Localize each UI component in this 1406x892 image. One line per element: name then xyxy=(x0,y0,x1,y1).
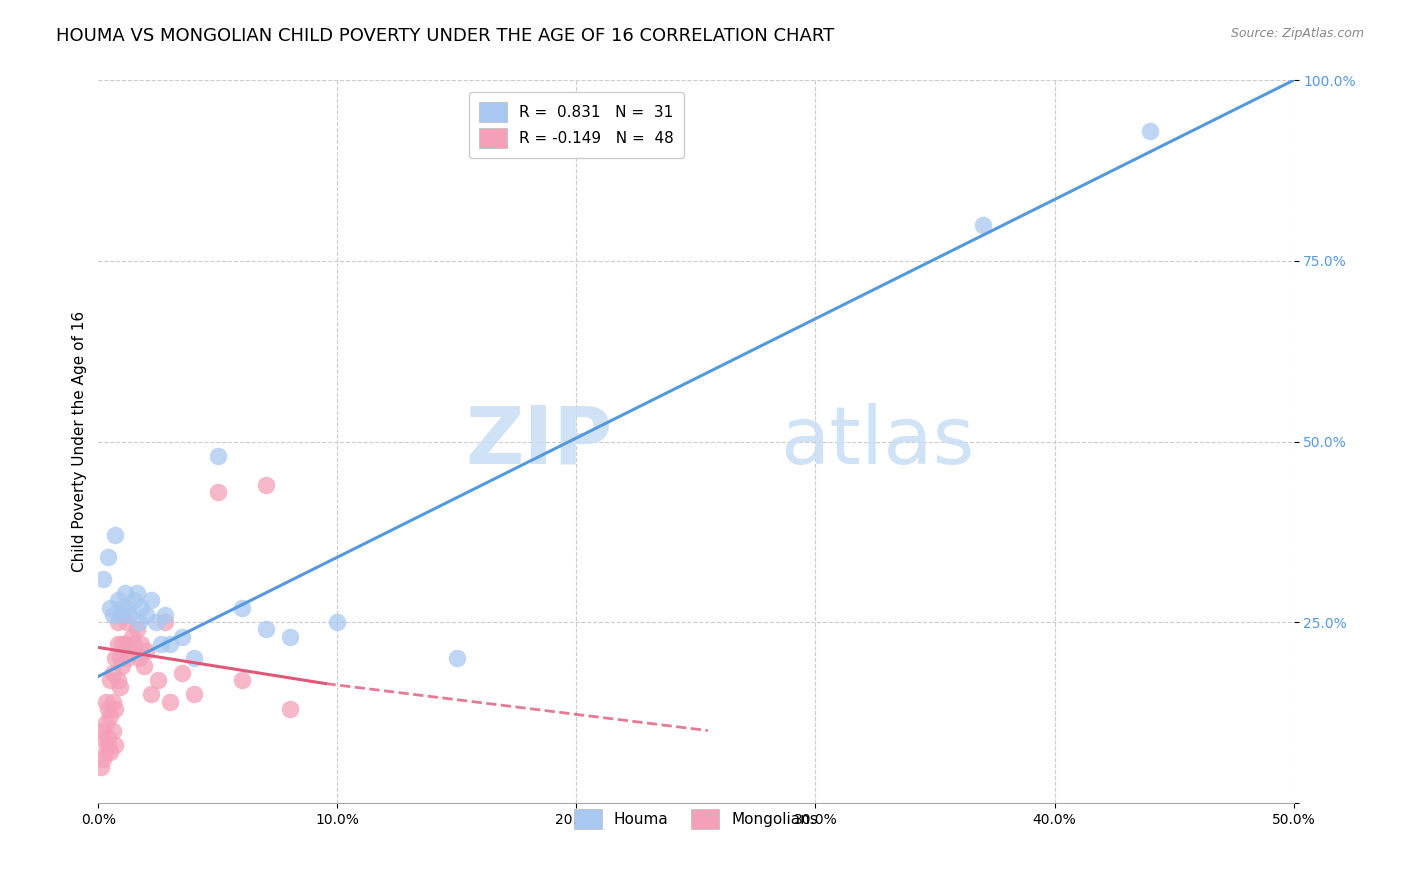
Point xyxy=(98,673,122,687)
Legend: Houma, Mongolians: Houma, Mongolians xyxy=(568,803,824,835)
Point xyxy=(172,665,194,680)
Point xyxy=(125,623,148,637)
Point xyxy=(446,651,468,665)
Point xyxy=(128,651,150,665)
Point xyxy=(972,218,994,232)
Point xyxy=(104,738,127,752)
Point xyxy=(231,673,253,687)
Point xyxy=(183,687,205,701)
Point xyxy=(114,637,136,651)
Point xyxy=(107,615,129,630)
Text: ZIP: ZIP xyxy=(465,402,613,481)
Point xyxy=(128,615,150,630)
Point xyxy=(125,586,148,600)
Point xyxy=(183,651,205,665)
Point xyxy=(159,637,181,651)
Point xyxy=(148,673,170,687)
Point xyxy=(114,586,136,600)
Point xyxy=(149,637,172,651)
Text: Source: ZipAtlas.com: Source: ZipAtlas.com xyxy=(1230,27,1364,40)
Point xyxy=(101,607,124,622)
Point xyxy=(139,687,162,701)
Point xyxy=(90,760,112,774)
Point xyxy=(91,572,114,586)
Point xyxy=(135,644,157,658)
Point xyxy=(124,637,146,651)
Point xyxy=(135,607,157,622)
Point xyxy=(132,658,155,673)
Point xyxy=(326,615,349,630)
Point xyxy=(118,644,141,658)
Point xyxy=(111,658,134,673)
Point xyxy=(115,615,138,630)
Point xyxy=(139,593,162,607)
Point xyxy=(254,623,277,637)
Point xyxy=(107,593,129,607)
Point xyxy=(98,745,122,759)
Point xyxy=(111,600,134,615)
Point xyxy=(118,607,141,622)
Point xyxy=(207,485,229,500)
Point xyxy=(101,665,124,680)
Point xyxy=(104,651,127,665)
Text: atlas: atlas xyxy=(779,402,974,481)
Point xyxy=(278,630,301,644)
Point xyxy=(90,731,112,745)
Point xyxy=(97,738,120,752)
Point xyxy=(231,600,253,615)
Point xyxy=(155,615,177,630)
Point xyxy=(278,702,301,716)
Point xyxy=(101,695,124,709)
Point xyxy=(107,637,129,651)
Point xyxy=(91,752,114,766)
Point xyxy=(104,702,127,716)
Point xyxy=(111,607,134,622)
Point xyxy=(98,709,122,723)
Point xyxy=(155,607,177,622)
Point xyxy=(124,593,146,607)
Point xyxy=(207,449,229,463)
Point xyxy=(108,680,131,694)
Point xyxy=(131,600,153,615)
Point xyxy=(115,651,138,665)
Point xyxy=(98,600,122,615)
Point xyxy=(115,600,138,615)
Point xyxy=(107,673,129,687)
Point xyxy=(108,607,131,622)
Point xyxy=(121,630,143,644)
Point xyxy=(91,723,114,738)
Point xyxy=(94,716,117,731)
Point xyxy=(254,478,277,492)
Point xyxy=(108,651,131,665)
Point xyxy=(1139,124,1161,138)
Point xyxy=(145,615,167,630)
Text: HOUMA VS MONGOLIAN CHILD POVERTY UNDER THE AGE OF 16 CORRELATION CHART: HOUMA VS MONGOLIAN CHILD POVERTY UNDER T… xyxy=(56,27,835,45)
Point xyxy=(101,723,124,738)
Point xyxy=(94,695,117,709)
Point xyxy=(131,637,153,651)
Point xyxy=(97,731,120,745)
Y-axis label: Child Poverty Under the Age of 16: Child Poverty Under the Age of 16 xyxy=(72,311,87,572)
Point xyxy=(94,745,117,759)
Point xyxy=(111,637,134,651)
Point xyxy=(104,528,127,542)
Point xyxy=(97,702,120,716)
Point xyxy=(159,695,181,709)
Point xyxy=(172,630,194,644)
Point xyxy=(97,550,120,565)
